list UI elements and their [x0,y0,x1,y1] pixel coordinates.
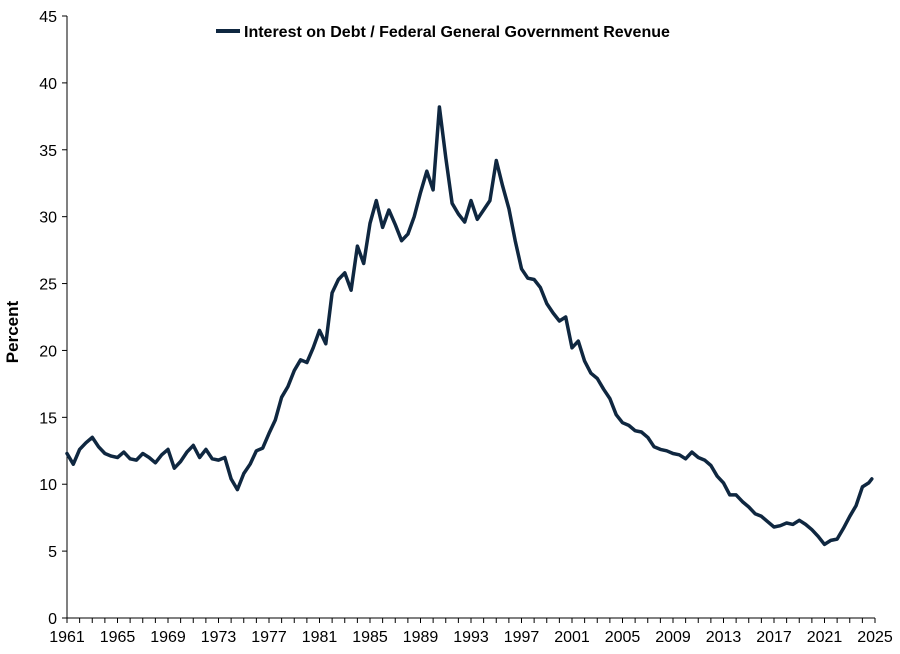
y-tick-label: 40 [39,76,57,93]
x-tick-label: 2021 [807,629,843,646]
x-tick-label: 2013 [706,629,742,646]
axes [66,16,875,619]
x-tick-label: 1993 [453,629,489,646]
y-tick-label: 35 [39,143,57,160]
y-tick-label: 10 [39,477,57,494]
x-tick-label: 2001 [554,629,590,646]
x-tick-label: 1969 [150,629,186,646]
x-tick-label: 1985 [352,629,388,646]
x-tick-label: 2017 [756,629,792,646]
x-tick-label: 1965 [100,629,136,646]
y-tick-label: 0 [48,611,57,628]
y-tick-label: 45 [39,9,57,26]
x-tick-label: 1981 [302,629,338,646]
x-tick-label: 2025 [857,629,893,646]
y-tick-label: 20 [39,343,57,360]
series-layer [65,105,874,547]
legend: Interest on Debt / Federal General Gover… [216,24,670,41]
y-tick-label: 5 [48,544,57,561]
x-tick-label: 1973 [201,629,237,646]
y-tick-label: 25 [39,277,57,294]
y-axis-title: Percent [3,300,22,363]
x-tick-label: 2005 [605,629,641,646]
series-line-1 [65,105,874,547]
x-tick-label: 1961 [49,629,85,646]
x-tick-label: 1997 [504,629,540,646]
y-tick-label: 15 [39,410,57,427]
x-tick-label: 1989 [403,629,439,646]
x-tick-label: 1977 [251,629,287,646]
x-axis-ticks: 1961 1965 1969 1973 1977 1981 1985 1989 1993 1997… [49,618,893,646]
y-tick-label: 30 [39,210,57,227]
legend-label: Interest on Debt / Federal General Gover… [244,24,670,41]
y-axis-ticks: 0 5 10 15 20 25 30 35 40 45 [39,9,67,628]
x-tick-label: 2009 [655,629,691,646]
